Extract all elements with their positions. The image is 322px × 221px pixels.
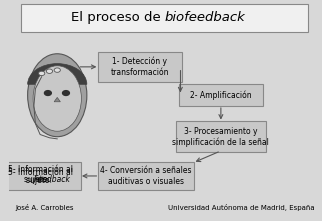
Circle shape <box>54 68 60 72</box>
Text: 5- Información al: 5- Información al <box>8 168 72 177</box>
Circle shape <box>39 71 45 76</box>
Ellipse shape <box>62 91 70 95</box>
FancyBboxPatch shape <box>179 84 263 106</box>
FancyBboxPatch shape <box>176 121 266 152</box>
Text: 4- Conversión a señales
auditivas o visuales: 4- Conversión a señales auditivas o visu… <box>100 166 192 186</box>
Polygon shape <box>54 97 60 102</box>
Text: 5- Información al
sujeto:: 5- Información al sujeto: <box>8 165 72 185</box>
Text: Universidad Autónoma de Madrid, España: Universidad Autónoma de Madrid, España <box>168 204 314 211</box>
Ellipse shape <box>28 54 87 137</box>
FancyBboxPatch shape <box>98 162 194 190</box>
Text: 2- Amplificación: 2- Amplificación <box>190 90 252 100</box>
Text: 3- Procesamiento y
simplificación de la señal: 3- Procesamiento y simplificación de la … <box>173 127 269 147</box>
Text: biofeedback: biofeedback <box>165 11 245 24</box>
Wedge shape <box>28 64 87 84</box>
FancyBboxPatch shape <box>98 51 182 82</box>
Ellipse shape <box>44 91 51 95</box>
Text: sujeto:: sujeto: <box>24 175 53 184</box>
Text: José A. Carrobles: José A. Carrobles <box>15 204 74 211</box>
Circle shape <box>46 69 52 73</box>
Text: El proceso de: El proceso de <box>71 11 165 24</box>
Text: 1- Detección y
transformación: 1- Detección y transformación <box>110 57 169 77</box>
Text: Feedback: Feedback <box>34 175 71 184</box>
FancyBboxPatch shape <box>0 162 80 190</box>
Ellipse shape <box>33 66 81 131</box>
FancyBboxPatch shape <box>21 4 308 32</box>
